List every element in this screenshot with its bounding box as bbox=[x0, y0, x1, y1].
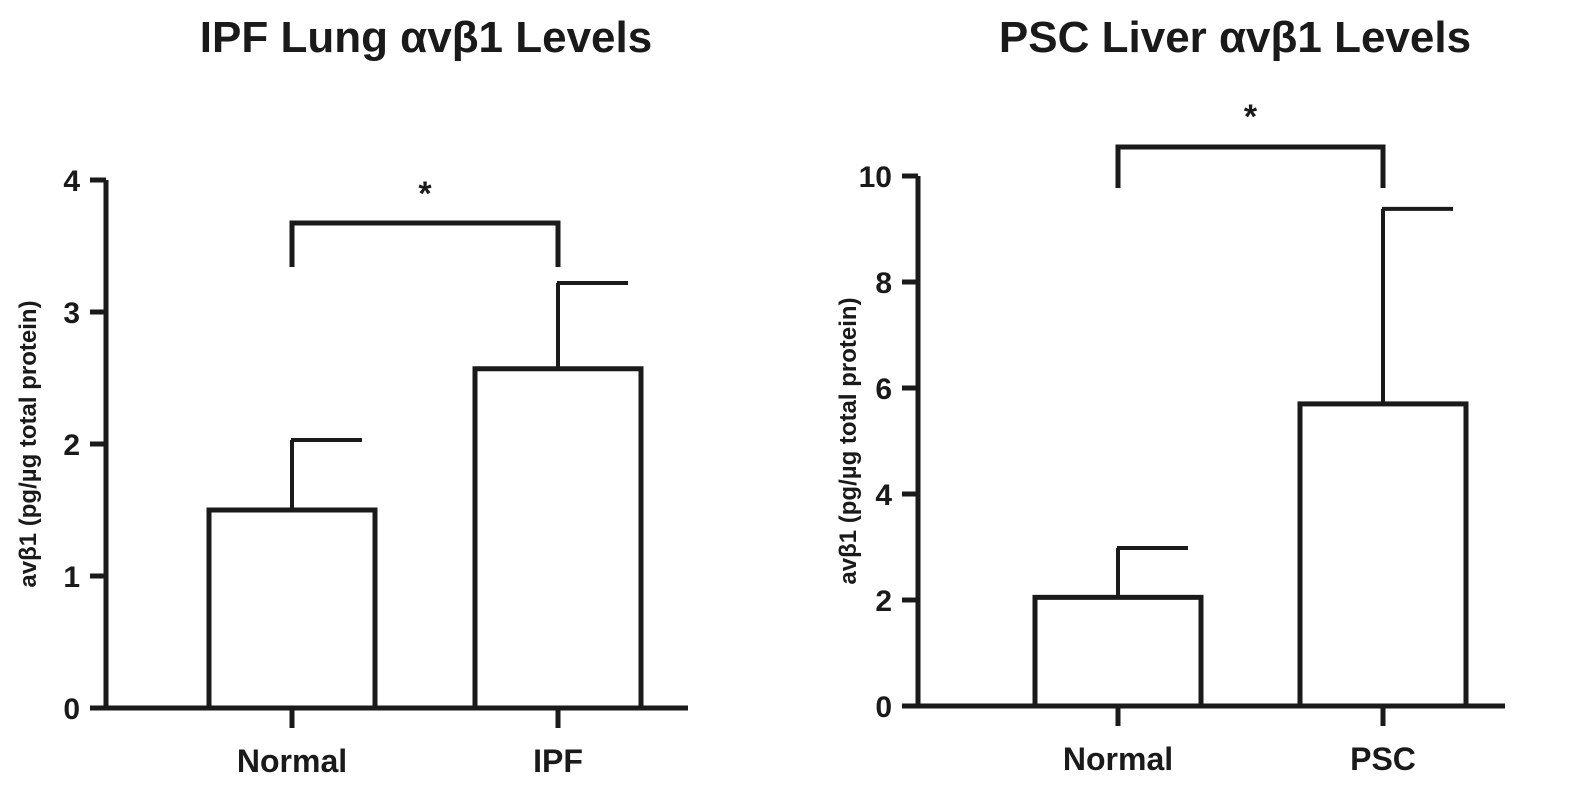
ipf-y-tick-label: 1 bbox=[63, 561, 80, 594]
ipf-bar-normal bbox=[206, 507, 378, 711]
ipf-y-tick-label: 3 bbox=[63, 297, 80, 330]
psc-bar-psc bbox=[1297, 401, 1469, 709]
ipf-x-tick-label-normal: Normal bbox=[237, 743, 347, 779]
psc-y-tick-label: 4 bbox=[875, 479, 892, 512]
psc-x-tick-label-normal: Normal bbox=[1063, 741, 1173, 777]
ipf-chart-title: IPF Lung αvβ1 Levels bbox=[200, 13, 652, 62]
psc-y-tick-label: 8 bbox=[875, 267, 892, 300]
ipf-significance-bracket bbox=[289, 220, 561, 267]
ipf-x-tick-label-ipf: IPF bbox=[533, 743, 583, 779]
psc-y-tick-label: 0 bbox=[875, 691, 892, 724]
ipf-y-tick-label: 2 bbox=[63, 429, 80, 462]
psc-y-tick-label: 6 bbox=[875, 373, 892, 406]
ipf-y-axis-label: avβ1 (pg/µg total protein) bbox=[15, 300, 42, 587]
ipf-significance-star: * bbox=[418, 175, 432, 213]
psc-liver-panel: PSC Liver αvβ1 Levels avβ1 (pg/µg total p… bbox=[835, 13, 1505, 777]
psc-chart-title: PSC Liver αvβ1 Levels bbox=[999, 13, 1471, 62]
psc-y-tick-label: 2 bbox=[875, 585, 892, 618]
ipf-y-tick-label: 0 bbox=[63, 693, 80, 726]
ipf-y-tick-label: 4 bbox=[63, 165, 80, 198]
psc-bar-normal bbox=[1032, 594, 1204, 709]
psc-significance-star: * bbox=[1244, 98, 1258, 136]
ipf-bar-ipf bbox=[472, 366, 644, 711]
ipf-lung-panel: IPF Lung αvβ1 Levels avβ1 (pg/µg total pr… bbox=[15, 13, 688, 779]
psc-significance-bracket bbox=[1115, 144, 1386, 188]
psc-y-tick-label: 10 bbox=[859, 161, 892, 194]
psc-x-tick-label-psc: PSC bbox=[1350, 741, 1416, 777]
psc-y-axis-label: avβ1 (pg/µg total protein) bbox=[835, 297, 862, 584]
